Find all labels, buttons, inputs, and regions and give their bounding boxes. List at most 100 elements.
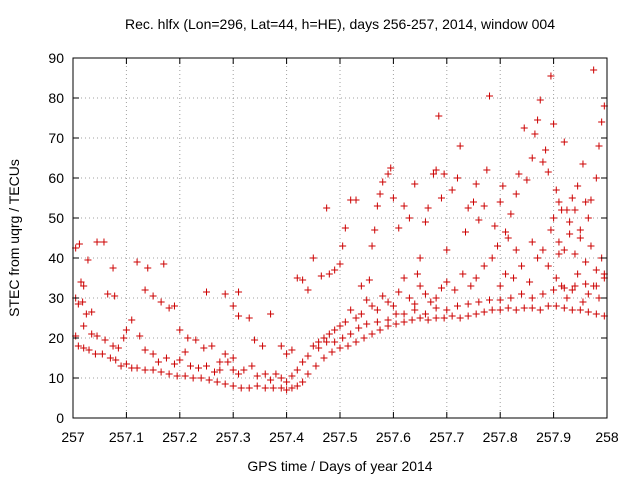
data-point — [461, 228, 469, 236]
data-point — [379, 292, 387, 300]
data-point — [189, 374, 197, 382]
data-point — [240, 366, 248, 374]
data-point — [464, 300, 472, 308]
data-point — [339, 334, 347, 342]
axis-ticks — [72, 57, 608, 419]
data-point — [237, 384, 245, 392]
y-tick-label: 50 — [48, 210, 64, 226]
data-point — [373, 318, 381, 326]
data-point — [526, 278, 534, 286]
data-point — [592, 310, 600, 318]
data-point — [160, 260, 168, 268]
data-point — [384, 316, 392, 324]
data-point — [475, 216, 483, 224]
data-point — [467, 282, 475, 290]
data-point — [560, 304, 568, 312]
data-point — [550, 120, 558, 128]
data-point — [432, 166, 440, 174]
x-tick-label: 257.4 — [269, 429, 304, 445]
data-point — [520, 124, 528, 132]
data-point — [395, 288, 403, 296]
data-point — [502, 228, 510, 236]
data-point — [392, 310, 400, 318]
data-point — [272, 370, 280, 378]
x-tick-label: 258 — [595, 429, 619, 445]
data-point — [216, 366, 224, 374]
data-point — [392, 320, 400, 328]
data-point — [504, 234, 512, 242]
data-point — [427, 298, 435, 306]
data-point — [347, 306, 355, 314]
data-point — [550, 286, 558, 294]
data-point — [491, 222, 499, 230]
data-point — [304, 352, 312, 360]
data-point — [224, 358, 232, 366]
data-point — [486, 296, 494, 304]
data-point — [552, 186, 560, 194]
data-point — [85, 346, 93, 354]
data-point — [512, 190, 520, 198]
data-point — [341, 318, 349, 326]
data-point — [141, 286, 149, 294]
data-point — [360, 334, 368, 342]
data-point — [352, 338, 360, 346]
data-point — [590, 66, 598, 74]
data-point — [590, 282, 598, 290]
data-point — [368, 302, 376, 310]
data-point — [411, 180, 419, 188]
data-point — [416, 314, 424, 322]
data-point — [317, 272, 325, 280]
data-point — [368, 242, 376, 250]
data-point — [344, 342, 352, 350]
data-point — [149, 350, 157, 358]
data-point — [200, 344, 208, 352]
data-point — [331, 338, 339, 346]
data-point — [518, 290, 526, 298]
y-tick-label: 80 — [48, 90, 64, 106]
data-point — [432, 304, 440, 312]
data-point — [539, 158, 547, 166]
data-point — [595, 142, 603, 150]
data-point — [531, 130, 539, 138]
y-tick-label: 10 — [48, 370, 64, 386]
data-point — [582, 198, 590, 206]
data-point — [283, 378, 291, 386]
data-point — [472, 274, 480, 282]
data-point — [120, 334, 128, 342]
data-point — [512, 246, 520, 254]
data-point — [528, 238, 536, 246]
data-point — [98, 350, 106, 358]
data-point — [472, 180, 480, 188]
data-point — [400, 202, 408, 210]
data-point — [293, 274, 301, 282]
data-point — [544, 302, 552, 310]
data-point — [74, 342, 82, 350]
data-point — [453, 174, 461, 182]
data-point — [176, 326, 184, 334]
data-point — [259, 342, 267, 350]
data-point — [84, 256, 92, 264]
data-point — [429, 170, 437, 178]
grid-lines — [73, 58, 607, 418]
data-point — [582, 280, 590, 288]
data-point — [496, 198, 504, 206]
data-point — [157, 298, 165, 306]
x-axis-label: GPS time / Days of year 2014 — [247, 458, 432, 474]
data-point — [504, 304, 512, 312]
data-point — [111, 292, 119, 300]
y-tick-label: 90 — [48, 50, 64, 66]
data-point — [101, 336, 109, 344]
data-point — [528, 304, 536, 312]
data-point — [248, 362, 256, 370]
data-point — [80, 344, 88, 352]
x-tick-label: 257.9 — [536, 429, 571, 445]
data-point — [528, 294, 536, 302]
data-point — [555, 250, 563, 258]
data-point — [584, 308, 592, 316]
data-point — [88, 308, 96, 316]
data-point — [165, 304, 173, 312]
data-point — [336, 322, 344, 330]
data-point — [82, 310, 90, 318]
data-point — [507, 210, 515, 218]
data-point — [304, 370, 312, 378]
